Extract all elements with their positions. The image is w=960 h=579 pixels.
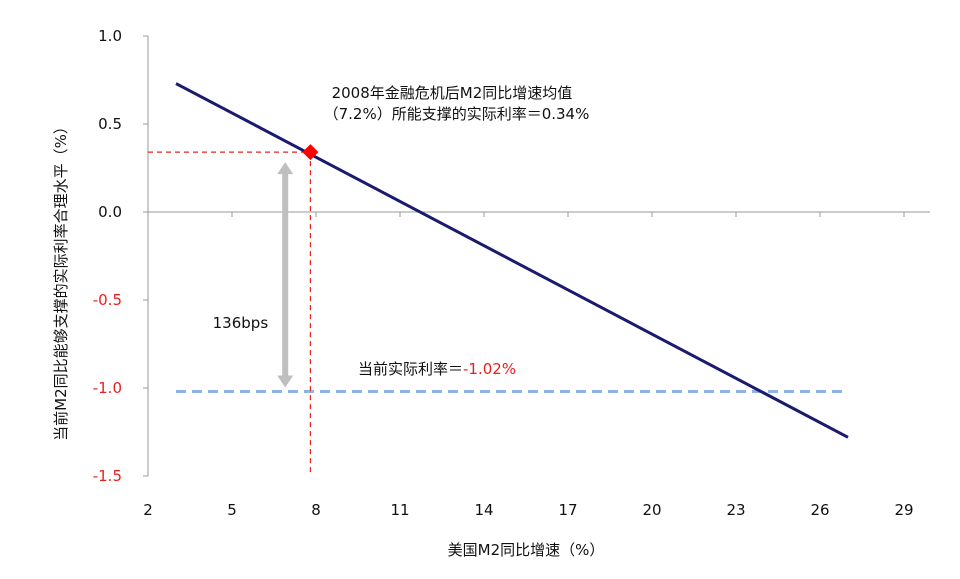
rate-line (175, 82, 849, 439)
y-tick-label: -1.5 (93, 467, 122, 485)
y-tick-label: 0.0 (98, 203, 122, 221)
labels-layer: 1.0 0.5 0.0 -0.5 -1.0 -1.5 2 5 8 11 14 17 20 23 26 29 (93, 27, 914, 519)
x-tick-label: 17 (558, 501, 577, 519)
gap-arrow-head-top (277, 162, 294, 175)
y-tick-label: -1.0 (93, 379, 122, 397)
y-axis-title: 当前M2同比能够支撑的实际利率合理水平（%） (52, 119, 70, 441)
reference-lines (148, 151, 848, 476)
x-tick-label: 5 (227, 501, 237, 519)
point-annotation-line-2: （7.2%）所能支撑的实际利率＝0.34% (324, 105, 590, 123)
x-tick-label: 20 (642, 501, 661, 519)
axes (143, 35, 930, 477)
gap-arrow-head-bottom (277, 375, 294, 388)
current-rate-annotation: 当前实际利率＝-1.02% (358, 360, 516, 378)
gap-label: 136bps (213, 314, 269, 332)
x-axis-title: 美国M2同比增速（%） (448, 541, 605, 559)
y-tick-label: 0.5 (98, 115, 122, 133)
marks-layer (277, 144, 319, 388)
x-tick-label: 26 (810, 501, 829, 519)
series-layer (175, 82, 849, 439)
x-tick-label: 11 (390, 501, 409, 519)
y-tick-label: -0.5 (93, 291, 122, 309)
point-annotation-line-1: 2008年金融危机后M2同比增速均值 (332, 84, 573, 102)
x-tick-label: 8 (311, 501, 321, 519)
current-rate-prefix: 当前实际利率＝ (358, 360, 463, 378)
y-tick-label: 1.0 (98, 27, 122, 45)
highlight-point (302, 144, 319, 161)
x-tick-label: 14 (474, 501, 493, 519)
current-rate-value: -1.02% (463, 360, 516, 378)
x-tick-label: 2 (143, 501, 153, 519)
x-tick-label: 23 (726, 501, 745, 519)
x-tick-label: 29 (894, 501, 913, 519)
